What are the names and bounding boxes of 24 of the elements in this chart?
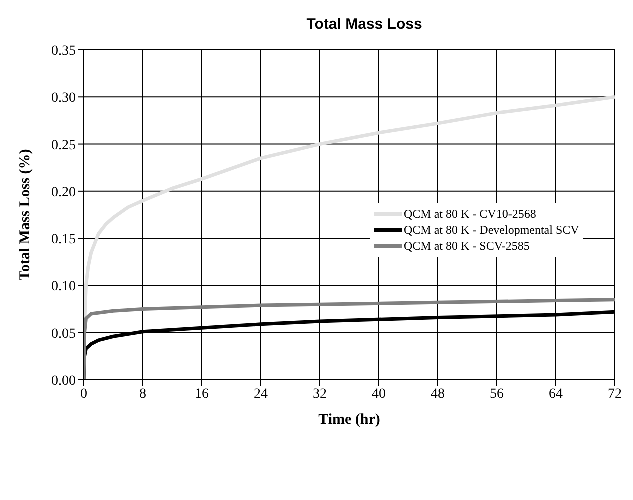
y-tick-label: 0.05 bbox=[52, 326, 76, 342]
y-tick-label: 0.25 bbox=[52, 138, 76, 154]
y-tick-label: 0.15 bbox=[52, 232, 76, 248]
x-axis-title: Time (hr) bbox=[318, 412, 380, 428]
y-axis-title: Total Mass Loss (%) bbox=[17, 149, 34, 281]
y-tick-label: 0.00 bbox=[52, 374, 76, 389]
x-tick-label: 32 bbox=[313, 386, 327, 402]
x-tick-label: 48 bbox=[431, 386, 445, 402]
x-tick-label: 0 bbox=[80, 386, 88, 402]
x-tick-label: 24 bbox=[254, 386, 268, 402]
x-tick-label: 16 bbox=[195, 386, 209, 402]
x-tick-label: 72 bbox=[608, 386, 622, 402]
chart-title: Total Mass Loss bbox=[306, 16, 424, 33]
y-tick-label: 0.35 bbox=[52, 44, 76, 59]
y-tick-label: 0.10 bbox=[52, 280, 76, 295]
y-tick-label: 0.20 bbox=[52, 185, 76, 200]
x-tick-label: 8 bbox=[140, 386, 146, 402]
x-tick-label: 40 bbox=[372, 386, 386, 402]
y-tick-label: 0.30 bbox=[52, 91, 76, 106]
legend-label: QCM at 80 K - CV10-2568 bbox=[404, 206, 536, 222]
x-tick-label: 56 bbox=[490, 386, 504, 402]
legend-label: QCM at 80 K - Developmental SCV bbox=[404, 222, 580, 238]
x-tick-label: 64 bbox=[549, 386, 563, 402]
legend-label: QCM at 80 K - SCV-2585 bbox=[404, 238, 530, 254]
